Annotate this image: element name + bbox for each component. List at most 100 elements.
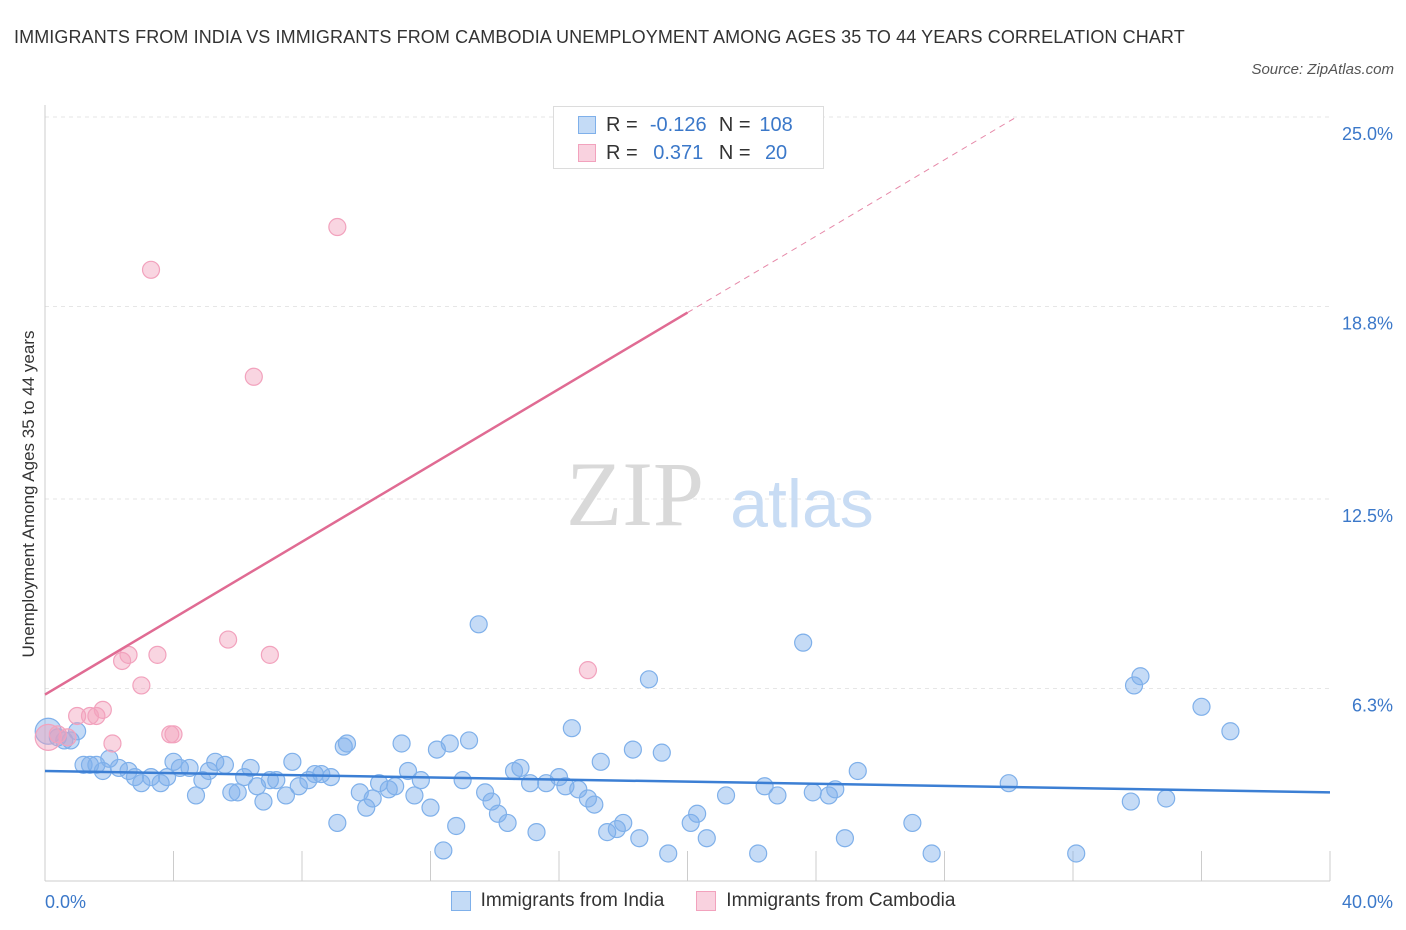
data-point bbox=[276, 786, 296, 805]
data-point bbox=[476, 783, 495, 802]
data-point bbox=[141, 260, 161, 279]
data-point bbox=[652, 743, 671, 762]
tick-labels: 6.3% 12.5% 18.8% 25.0% 0.0% 40.0% bbox=[45, 124, 1393, 912]
legend-r-value: -0.126 bbox=[649, 113, 707, 136]
data-point bbox=[835, 829, 855, 848]
data-point bbox=[447, 816, 466, 836]
data-point bbox=[392, 734, 411, 753]
data-point bbox=[681, 813, 700, 833]
y-tick-label: 12.5% bbox=[1342, 506, 1393, 526]
data-point bbox=[148, 645, 167, 664]
data-point bbox=[999, 774, 1018, 793]
data-point bbox=[215, 755, 234, 774]
data-point bbox=[254, 792, 273, 811]
data-point bbox=[228, 783, 247, 802]
data-point bbox=[488, 804, 508, 823]
data-point bbox=[222, 783, 241, 802]
data-point bbox=[93, 700, 112, 719]
data-point bbox=[411, 771, 430, 790]
watermark-atlas: atlas bbox=[730, 466, 874, 542]
legend-swatch-cambodia bbox=[578, 144, 596, 162]
data-point bbox=[903, 813, 922, 833]
x-tick-label: 0.0% bbox=[45, 892, 86, 912]
data-point bbox=[697, 829, 716, 848]
data-point bbox=[1067, 844, 1086, 863]
data-point bbox=[803, 783, 822, 802]
data-point bbox=[321, 767, 341, 787]
trend-line-india bbox=[44, 769, 1331, 794]
data-point bbox=[132, 676, 151, 695]
data-point bbox=[1124, 676, 1144, 695]
data-point bbox=[459, 731, 479, 750]
trend-lines bbox=[44, 116, 1331, 794]
legend-r-label: R = bbox=[606, 141, 638, 164]
data-point bbox=[68, 722, 87, 741]
data-point bbox=[386, 777, 405, 796]
data-point bbox=[235, 767, 254, 787]
y-axis-label: Unemployment Among Ages 35 to 44 years bbox=[19, 331, 38, 658]
data-point bbox=[498, 813, 517, 833]
series-cambodia-points bbox=[34, 217, 598, 753]
legend-r-label: R = bbox=[606, 113, 638, 136]
series-legend-india: Immigrants from India bbox=[450, 890, 665, 912]
data-point bbox=[434, 841, 453, 860]
axes bbox=[44, 105, 1331, 882]
data-point bbox=[922, 844, 941, 863]
data-point bbox=[58, 728, 77, 747]
data-point bbox=[328, 813, 347, 833]
series-swatch-india bbox=[450, 891, 471, 911]
data-point bbox=[68, 706, 87, 726]
series-legend: Immigrants from India Immigrants from Ca… bbox=[0, 890, 1406, 912]
data-point bbox=[630, 829, 649, 848]
data-point bbox=[34, 723, 62, 751]
series-legend-cambodia: Immigrants from Cambodia bbox=[696, 890, 955, 912]
data-point bbox=[578, 661, 598, 680]
data-point bbox=[848, 761, 867, 781]
data-point bbox=[1221, 722, 1240, 741]
data-point bbox=[562, 719, 581, 738]
data-point bbox=[716, 786, 736, 805]
data-point bbox=[1131, 667, 1150, 686]
legend-n-value: 20 bbox=[764, 141, 788, 164]
data-point bbox=[337, 734, 357, 753]
data-point bbox=[549, 767, 569, 787]
data-point bbox=[421, 798, 440, 817]
watermark: ZIP atlas bbox=[566, 443, 874, 545]
legend-n-label: N = bbox=[718, 113, 751, 136]
data-point bbox=[328, 217, 347, 237]
data-point bbox=[1121, 792, 1140, 811]
data-point bbox=[520, 774, 540, 793]
data-point bbox=[289, 777, 308, 796]
data-point bbox=[74, 755, 93, 774]
data-point bbox=[241, 758, 260, 778]
data-point bbox=[357, 798, 376, 817]
data-point bbox=[363, 789, 382, 808]
chart-title: IMMIGRANTS FROM INDIA VS IMMIGRANTS FROM… bbox=[14, 27, 1185, 47]
data-point bbox=[405, 786, 424, 805]
data-point bbox=[469, 615, 488, 634]
data-point bbox=[794, 633, 813, 652]
series-legend-label: Immigrants from India bbox=[480, 890, 665, 911]
data-point bbox=[244, 367, 263, 386]
data-point bbox=[591, 752, 610, 771]
legend-row-india: R = -0.126 N = 108 bbox=[578, 112, 796, 138]
data-point bbox=[688, 804, 707, 823]
data-point bbox=[199, 761, 218, 781]
data-point bbox=[614, 813, 633, 833]
series-swatch-cambodia bbox=[696, 891, 717, 911]
x-tick-label: 40.0% bbox=[1342, 892, 1393, 912]
data-point bbox=[186, 786, 206, 805]
data-point bbox=[260, 645, 279, 664]
data-point bbox=[585, 795, 604, 814]
data-point bbox=[453, 771, 472, 790]
trend-line-cambodia-extension bbox=[687, 116, 1017, 314]
data-point bbox=[639, 670, 659, 689]
legend-n-value: 108 bbox=[759, 113, 793, 136]
data-point bbox=[768, 786, 787, 805]
data-point bbox=[398, 761, 418, 781]
watermark-zip: ZIP bbox=[566, 443, 704, 545]
data-point bbox=[440, 734, 459, 753]
data-point bbox=[334, 737, 353, 756]
series-legend-label: Immigrants from Cambodia bbox=[726, 890, 956, 911]
